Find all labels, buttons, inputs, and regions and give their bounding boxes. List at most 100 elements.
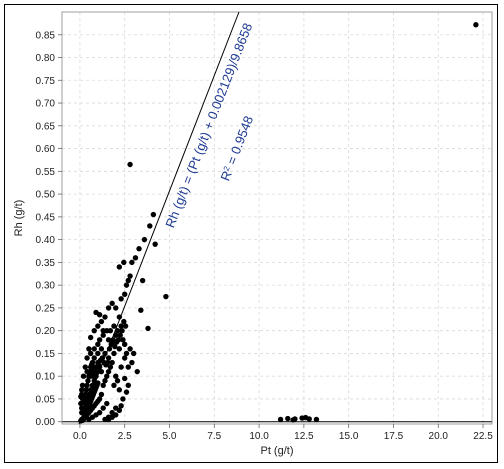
data-point	[123, 282, 130, 288]
data-point	[147, 223, 153, 229]
x-axis-label: Pt (g/t)	[260, 445, 293, 457]
data-point	[82, 364, 88, 370]
y-tick-label: 0.75	[36, 76, 56, 87]
data-point	[473, 22, 479, 28]
y-tick-label: 0.45	[36, 212, 56, 223]
data-point	[79, 409, 85, 416]
data-point	[109, 300, 115, 307]
data-point	[122, 323, 129, 329]
data-point	[114, 378, 121, 384]
data-point	[84, 382, 90, 389]
data-point	[115, 337, 122, 343]
data-point	[96, 312, 103, 318]
data-point	[91, 355, 97, 361]
data-point	[120, 396, 126, 402]
data-point	[116, 407, 123, 414]
y-tick-label: 0.10	[36, 372, 56, 383]
data-point	[92, 371, 98, 377]
data-point	[105, 337, 112, 343]
data-point	[98, 318, 105, 325]
data-point	[100, 405, 106, 411]
y-tick-label: 0.80	[36, 53, 56, 64]
y-tick-label: 0.05	[36, 394, 56, 405]
y-tick-label: 0.25	[36, 303, 56, 314]
y-tick-label: 0.70	[36, 99, 56, 110]
data-point	[96, 396, 103, 402]
data-point	[102, 378, 108, 384]
data-point	[107, 364, 114, 370]
data-point	[89, 382, 96, 389]
data-point	[95, 341, 101, 348]
data-point	[122, 355, 128, 361]
data-point	[118, 403, 124, 409]
data-point	[95, 323, 101, 329]
data-point	[102, 314, 108, 320]
y-tick-label: 0.30	[36, 281, 56, 292]
data-point	[109, 359, 115, 366]
x-tick-label: 0.0	[73, 431, 87, 442]
data-point	[122, 291, 128, 297]
y-tick-label: 0.35	[36, 258, 56, 269]
data-point	[91, 346, 97, 352]
data-point	[116, 264, 123, 270]
y-tick-label: 0.60	[36, 144, 56, 155]
data-point	[116, 387, 123, 393]
plot-area	[61, 11, 493, 425]
y-axis-ticks: 0.00 0.05 0.10 0.15 0.20 0.25 0.30 0.35 0.40 0.45…	[36, 30, 62, 428]
data-point	[123, 389, 130, 395]
data-point	[113, 332, 119, 338]
data-point	[163, 293, 169, 300]
data-point	[116, 346, 123, 352]
data-point	[98, 368, 105, 375]
data-point	[113, 305, 119, 311]
data-point	[99, 355, 106, 361]
data-point	[118, 296, 124, 302]
data-point	[118, 364, 124, 370]
data-point	[105, 368, 112, 375]
data-point	[116, 314, 123, 320]
data-point	[96, 409, 103, 416]
data-point	[119, 327, 125, 334]
data-point	[129, 359, 135, 366]
y-tick-label: 0.85	[36, 30, 56, 41]
data-point	[112, 343, 118, 350]
x-tick-label: 2.5	[118, 431, 132, 442]
x-tick-label: 10.0	[249, 431, 269, 442]
data-point	[105, 355, 112, 361]
data-point	[114, 327, 121, 334]
data-point	[86, 346, 92, 352]
data-point	[102, 350, 108, 357]
data-point	[136, 246, 142, 252]
data-point	[118, 323, 124, 329]
data-point	[122, 375, 128, 382]
x-tick-label: 20.0	[429, 431, 449, 442]
data-point	[87, 350, 94, 357]
x-tick-label: 12.5	[294, 431, 314, 442]
data-points	[78, 22, 479, 424]
data-point	[123, 350, 130, 357]
data-point	[78, 393, 84, 400]
data-point	[125, 382, 131, 389]
data-point	[125, 277, 131, 284]
data-point	[105, 305, 112, 311]
data-point	[100, 382, 106, 389]
data-point	[120, 337, 126, 343]
data-point	[79, 387, 85, 393]
data-point	[111, 350, 117, 357]
data-point	[80, 398, 87, 404]
data-point	[313, 416, 320, 423]
data-point	[104, 400, 110, 407]
gridlines	[62, 12, 492, 424]
y-tick-label: 0.65	[36, 121, 56, 132]
data-point	[121, 259, 127, 266]
data-point	[79, 405, 85, 411]
data-point	[87, 387, 94, 393]
r-squared-superscript: 2	[221, 164, 231, 172]
data-point	[105, 416, 112, 423]
data-point	[130, 350, 137, 357]
data-point	[98, 346, 105, 352]
data-point	[100, 332, 106, 338]
y-tick-label: 0.20	[36, 326, 56, 337]
data-point	[88, 362, 95, 368]
